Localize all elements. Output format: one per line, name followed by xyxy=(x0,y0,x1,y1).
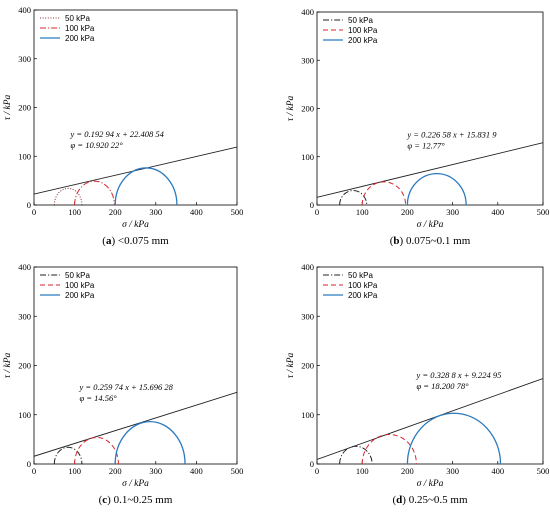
x-axis-label: σ / kPa xyxy=(122,479,149,489)
legend-label: 100 kPa xyxy=(348,26,378,35)
legend-label: 50 kPa xyxy=(348,271,373,280)
x-tick-label: 100 xyxy=(356,207,369,217)
x-tick-label: 200 xyxy=(401,466,414,476)
legend-label: 200 kPa xyxy=(65,34,95,43)
y-tick-label: 400 xyxy=(18,5,31,15)
y-tick-label: 100 xyxy=(301,152,314,162)
x-tick-label: 400 xyxy=(491,466,504,476)
legend-label: 50 kPa xyxy=(65,14,90,23)
equation-annotation: y = 0.328 8 x + 9.224 95 xyxy=(415,370,501,380)
chart-panel-c: 0 100 200 300 400 500 0 100 200 300 400 σ / kPa τ / … xyxy=(3,262,243,506)
envelope-line xyxy=(34,391,237,457)
mohr-circle-100-kpa xyxy=(361,434,417,465)
mohr-circle-50-kpa xyxy=(53,187,83,206)
mohr-circle-100-kpa xyxy=(74,180,115,206)
friction-angle-annotation: φ = 12.77° xyxy=(407,140,445,150)
mohr-circle-200-kpa xyxy=(406,412,502,465)
mohr-circle-50-kpa xyxy=(339,190,368,206)
y-tick-label: 400 xyxy=(301,262,314,272)
x-tick-label: 300 xyxy=(446,466,459,476)
y-tick-label: 200 xyxy=(18,103,31,113)
panel-caption: (b) 0.075~0.1 mm xyxy=(390,235,471,247)
x-tick-label: 200 xyxy=(109,466,122,476)
y-tick-label: 300 xyxy=(301,55,314,65)
friction-angle-annotation: φ = 18.200 78° xyxy=(416,381,469,391)
mohr-circle-50-kpa xyxy=(53,446,83,465)
x-tick-label: 200 xyxy=(109,207,122,217)
legend-label: 200 kPa xyxy=(348,36,378,45)
legend-label: 200 kPa xyxy=(348,291,378,300)
legend-label: 100 kPa xyxy=(65,281,95,290)
x-axis-label: σ / kPa xyxy=(122,220,149,230)
x-tick-label: 400 xyxy=(190,466,203,476)
x-tick-label: 400 xyxy=(491,207,504,217)
y-tick-label: 0 xyxy=(310,200,314,210)
mohr-circle-50-kpa xyxy=(339,445,373,465)
x-tick-label: 300 xyxy=(446,207,459,217)
x-tick-label: 0 xyxy=(32,207,36,217)
legend-label: 100 kPa xyxy=(65,24,95,33)
equation-annotation: y = 0.226 58 x + 15.831 9 xyxy=(406,129,497,139)
legend-label: 50 kPa xyxy=(348,16,373,25)
friction-angle-annotation: φ = 10.920 22° xyxy=(71,140,124,150)
friction-angle-annotation: φ = 14.56° xyxy=(79,393,117,403)
y-tick-label: 400 xyxy=(301,7,314,17)
y-tick-label: 100 xyxy=(18,410,31,420)
y-tick-label: 200 xyxy=(18,361,31,371)
y-tick-label: 200 xyxy=(301,361,314,371)
y-tick-label: 300 xyxy=(18,54,31,64)
legend-label: 200 kPa xyxy=(65,291,95,300)
y-tick-label: 0 xyxy=(27,459,31,469)
x-tick-label: 0 xyxy=(315,466,319,476)
mohr-circle-200-kpa xyxy=(406,172,467,206)
legend-label: 50 kPa xyxy=(65,271,90,280)
x-axis-label: σ / kPa xyxy=(417,479,444,489)
y-tick-label: 100 xyxy=(18,151,31,161)
y-tick-label: 300 xyxy=(301,311,314,321)
x-tick-label: 400 xyxy=(190,207,203,217)
y-tick-label: 0 xyxy=(27,200,31,210)
legend-label: 100 kPa xyxy=(348,281,378,290)
mohr-circle-200-kpa xyxy=(114,167,178,206)
y-tick-label: 0 xyxy=(310,459,314,469)
x-tick-label: 300 xyxy=(149,207,162,217)
y-tick-label: 200 xyxy=(301,104,314,114)
x-tick-label: 500 xyxy=(537,466,550,476)
y-axis-label: τ / kPa xyxy=(286,352,296,378)
x-tick-label: 100 xyxy=(68,466,81,476)
x-tick-label: 500 xyxy=(231,207,244,217)
y-tick-label: 100 xyxy=(301,410,314,420)
x-tick-label: 100 xyxy=(68,207,81,217)
equation-annotation: y = 0.192 94 x + 22.408 54 xyxy=(70,129,165,139)
x-tick-label: 100 xyxy=(356,466,369,476)
y-axis-label: τ / kPa xyxy=(286,95,296,121)
x-tick-label: 300 xyxy=(149,466,162,476)
chart-panel-b: 0 100 200 300 400 500 0 100 200 300 400 σ / kPa τ / … xyxy=(286,7,549,247)
x-axis-label: σ / kPa xyxy=(417,220,444,230)
panel-caption: (d) 0.25~0.5 mm xyxy=(392,494,467,506)
y-axis-label: τ / kPa xyxy=(3,94,13,120)
y-tick-label: 300 xyxy=(18,311,31,321)
panel-caption: (c) 0.1~0.25 mm xyxy=(99,494,173,506)
envelope-line xyxy=(317,142,543,198)
y-tick-label: 400 xyxy=(18,262,31,272)
mohr-circle-200-kpa xyxy=(114,421,186,465)
x-tick-label: 0 xyxy=(315,207,319,217)
y-axis-label: τ / kPa xyxy=(3,352,13,378)
x-tick-label: 500 xyxy=(537,207,550,217)
chart-panel-d: 0 100 200 300 400 500 0 100 200 300 400 σ / kPa τ / … xyxy=(286,262,549,506)
x-tick-label: 0 xyxy=(32,466,36,476)
mohr-circle-100-kpa xyxy=(361,181,407,206)
x-tick-label: 500 xyxy=(231,466,244,476)
panel-caption: (a) <0.075 mm xyxy=(102,235,169,247)
chart-panel-a: 0 100 200 300 400 500 0 100 200 300 400 σ / kPa τ / … xyxy=(3,5,243,247)
equation-annotation: y = 0.259 74 x + 15.696 28 xyxy=(78,382,173,392)
x-tick-label: 200 xyxy=(401,207,414,217)
